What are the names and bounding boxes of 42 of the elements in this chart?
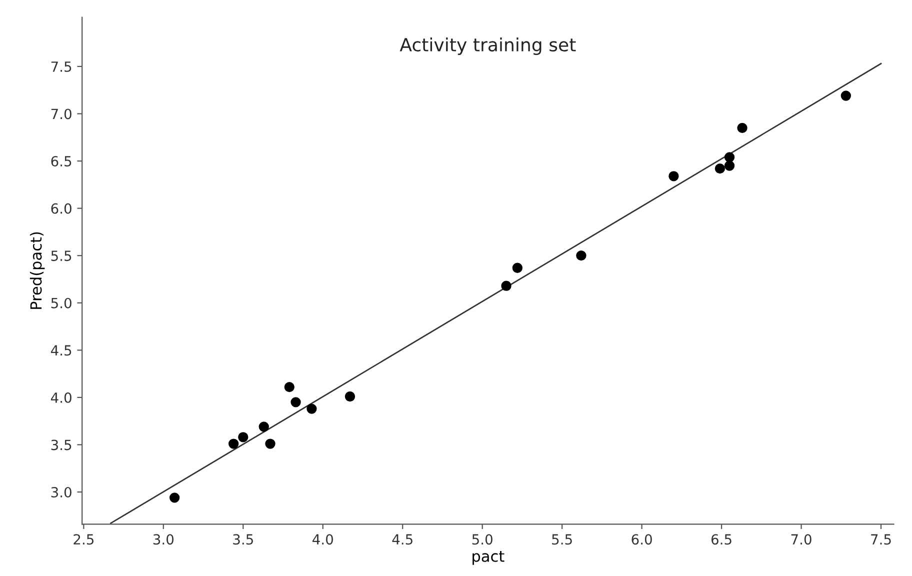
x-tick-label: 4.0 (312, 534, 333, 545)
x-axis-title: pact (472, 550, 504, 565)
x-tick-label: 7.0 (791, 534, 812, 545)
y-tick-label: 7.5 (51, 62, 72, 72)
x-tick-label: 4.5 (392, 534, 412, 545)
x-tick-label: 6.0 (632, 534, 652, 545)
point (714, 164, 726, 174)
point (576, 250, 586, 261)
y-tick-label: 3.0 (51, 486, 72, 498)
y-tick-label: 5.0 (51, 298, 72, 308)
point (258, 422, 269, 432)
point (169, 492, 180, 503)
point (724, 160, 735, 171)
x-tick-label: 3.0 (153, 534, 174, 545)
point (228, 438, 239, 449)
y-axis-title: Pred(pact) (30, 232, 45, 309)
text: Activity training set (400, 38, 576, 56)
x-tick-label: 5.5 (552, 534, 572, 545)
x-tick-label: 2.5 (74, 534, 94, 545)
point (344, 391, 356, 402)
point (501, 280, 512, 291)
point (724, 152, 735, 162)
y-tick-label: 4.0 (50, 392, 72, 403)
x-tick-label: 7.5 (871, 534, 891, 545)
y-tick-label: 6.0 (51, 203, 72, 214)
y-tick-label: 3.5 (51, 440, 72, 450)
x-tick-label: 3.5 (233, 534, 253, 545)
point (290, 397, 301, 408)
point (512, 262, 523, 273)
point (737, 122, 748, 134)
x-tick-label: 6.5 (711, 534, 732, 545)
point (284, 382, 294, 392)
y-tick-label: 7.0 (51, 108, 72, 120)
y-tick-label: 5.5 (51, 250, 72, 262)
point (306, 404, 317, 414)
y-tick-label: 4.5 (50, 345, 72, 356)
x-tick-label: 5.0 (472, 534, 492, 545)
point (265, 438, 276, 449)
point (238, 432, 248, 442)
point (840, 90, 852, 101)
y-tick-label: 6.5 (51, 156, 72, 166)
point (668, 171, 679, 182)
